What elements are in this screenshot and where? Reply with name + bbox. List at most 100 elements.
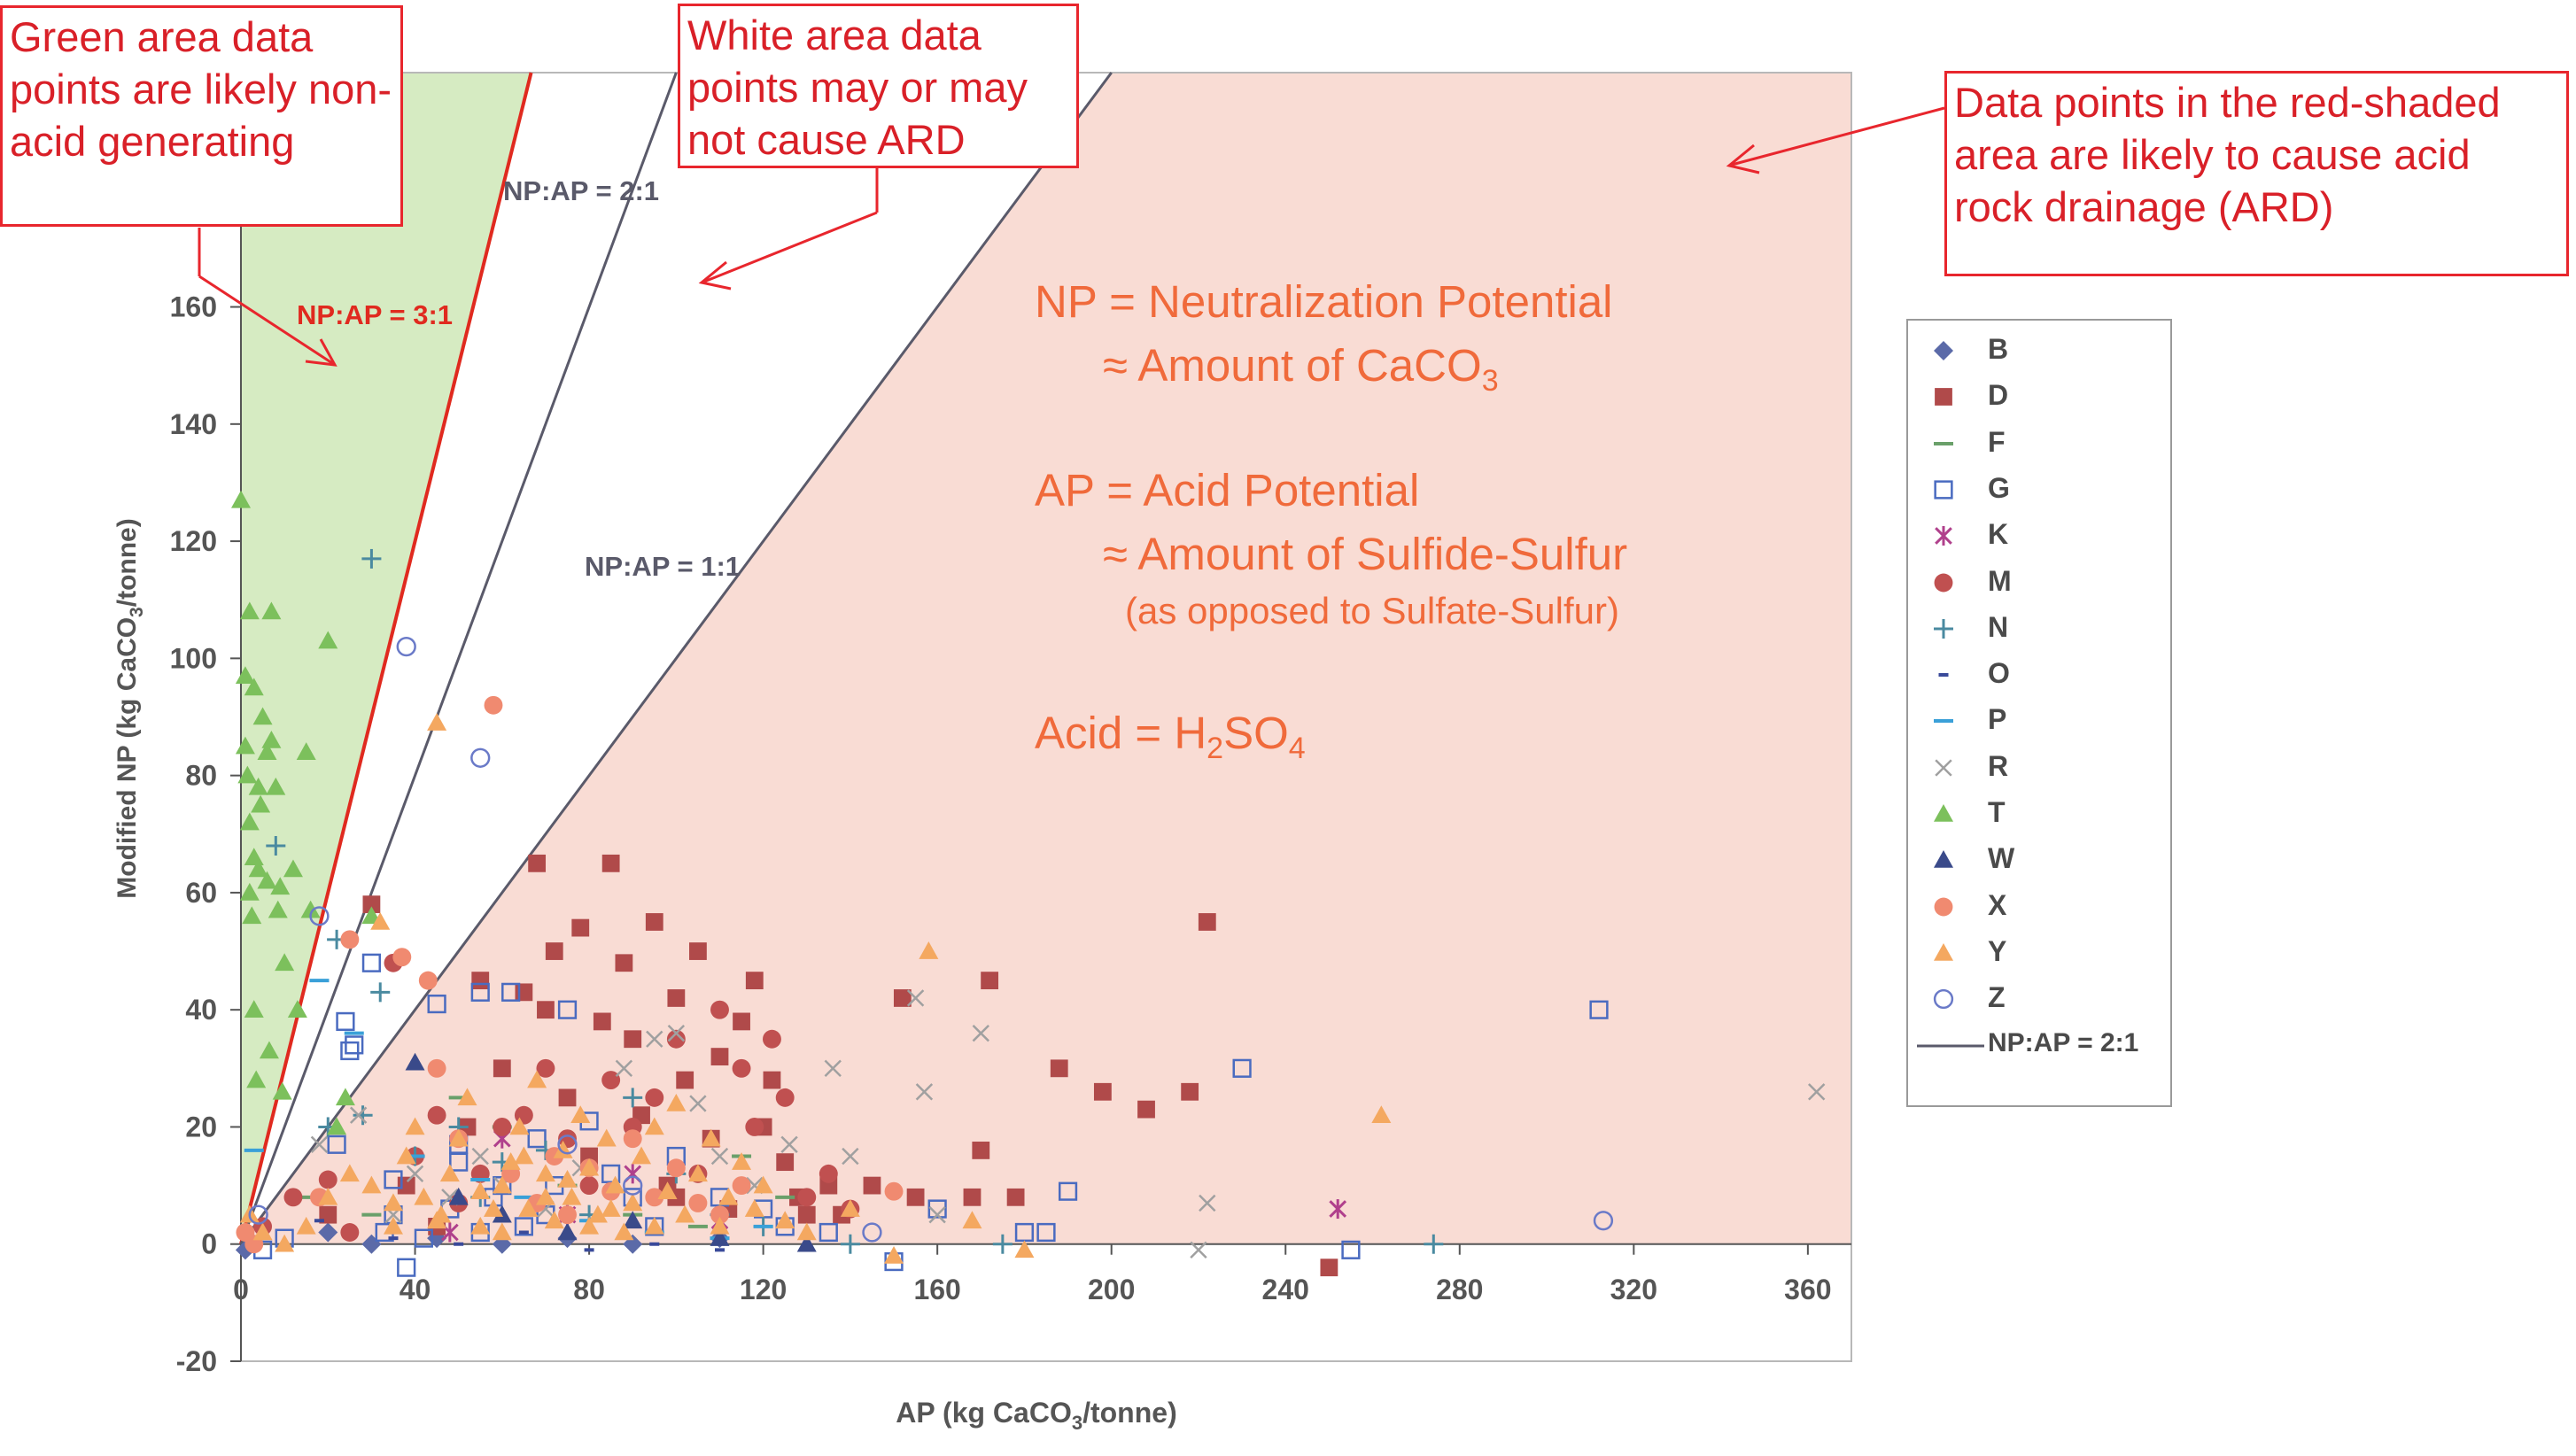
data-point-t: [275, 953, 295, 972]
np-definition: NP = Neutralization Potential: [1035, 276, 1613, 327]
data-point-t: [248, 859, 268, 878]
data-point-d: [571, 918, 590, 937]
legend-marker: [1934, 942, 1953, 961]
legend-item-y: Y: [1908, 930, 2170, 976]
data-point-y: [601, 1199, 621, 1217]
data-point-r: [1190, 1241, 1207, 1259]
np-approx-subscript: 3: [1481, 364, 1499, 399]
data-point-y: [470, 1181, 491, 1200]
legend-marker-icon: [1934, 719, 1953, 724]
data-point-m: [775, 1088, 795, 1107]
y-tick-label: -20: [176, 1345, 217, 1377]
data-point-r: [349, 1106, 368, 1124]
data-point-w: [448, 1187, 469, 1205]
legend-marker-icon: [1934, 341, 1953, 360]
data-point-d: [593, 1012, 611, 1031]
data-point-t: [283, 859, 303, 878]
legend-marker-icon: [1933, 989, 1954, 1010]
ratio-line-1: [239, 72, 533, 1245]
data-point-t: [239, 882, 260, 901]
data-point-d: [963, 1188, 982, 1206]
data-point-x: [340, 930, 360, 949]
data-point-y: [587, 1204, 608, 1223]
arrow-green-head: [305, 338, 338, 367]
data-point-x: [688, 1193, 708, 1212]
data-point-y: [884, 1245, 904, 1264]
acid-text-2: SO: [1223, 708, 1289, 758]
data-point-t: [239, 812, 260, 831]
data-point-y: [470, 1216, 491, 1235]
arrow-red: [1731, 106, 1945, 167]
legend-label: Y: [1988, 934, 2007, 967]
y-tick-label: 0: [201, 1228, 217, 1260]
data-point-y: [623, 1193, 643, 1212]
data-point-r: [842, 1147, 859, 1166]
data-point-n: [361, 548, 382, 569]
data-point-m: [797, 1188, 817, 1207]
data-point-y: [275, 1234, 295, 1252]
red-zone: [241, 73, 1851, 1244]
legend-label: G: [1988, 471, 2010, 504]
data-point-y: [492, 1222, 512, 1241]
y-tick-label: 140: [170, 408, 217, 440]
data-point-r: [471, 1147, 489, 1166]
data-point-y: [427, 713, 447, 731]
data-point-r: [310, 1135, 329, 1153]
data-point-w: [405, 1052, 425, 1071]
data-point-y: [439, 1164, 460, 1182]
x-tick-label: 320: [1610, 1274, 1657, 1305]
data-point-d: [471, 972, 490, 990]
data-point-n: [1424, 1234, 1444, 1254]
arrow-white-diag: [703, 211, 878, 283]
data-point-g: [345, 1035, 364, 1055]
legend-label: N: [1988, 610, 2009, 643]
data-point-t: [244, 1000, 264, 1018]
data-point-y: [666, 1094, 687, 1111]
data-point-d: [1050, 1059, 1068, 1078]
data-point-y: [796, 1222, 817, 1241]
data-point-y: [675, 1204, 695, 1223]
data-point-x: [558, 1205, 577, 1225]
legend-marker-icon: [1938, 673, 1949, 678]
data-point-t: [237, 765, 258, 784]
y-tick-label: 80: [185, 760, 217, 792]
legend: B D F G K M N O P R T W X Y Z NP:AP = 2:1: [1906, 319, 2172, 1107]
data-point-x: [484, 695, 503, 715]
data-point-d: [733, 1012, 750, 1031]
x-axis-label: AP (kg CaCO3/tonne): [896, 1397, 1176, 1434]
data-point-m: [579, 1176, 599, 1196]
data-point-d: [493, 1059, 511, 1078]
data-point-g: [527, 1129, 547, 1149]
data-point-d: [515, 983, 533, 1002]
data-point-m: [283, 1188, 303, 1207]
data-point-r: [646, 1030, 663, 1048]
data-point-y: [919, 941, 939, 959]
legend-marker: [1935, 759, 1952, 777]
data-point-d: [906, 1188, 925, 1206]
legend-item-t: T: [1908, 791, 2170, 837]
callout-green-area: Green area data points are likely non-ac…: [0, 5, 403, 227]
legend-marker: [1934, 480, 1953, 500]
data-point-y: [710, 1216, 730, 1235]
data-point-y: [383, 1193, 403, 1212]
legend-marker: [1934, 850, 1953, 869]
data-point-w: [796, 1234, 817, 1252]
data-point-y: [483, 1199, 503, 1217]
data-point-t: [248, 777, 268, 795]
np-approx: ≈ Amount of CaCO3: [1103, 338, 1499, 399]
data-point-m: [666, 1029, 686, 1049]
ratio-line-label: NP:AP = 1:1: [585, 551, 741, 582]
x-tick-label: 120: [740, 1274, 787, 1305]
data-point-x: [710, 1205, 729, 1225]
data-point-d: [689, 942, 707, 960]
data-point-y: [427, 1211, 447, 1229]
legend-marker-icon: [1935, 388, 1952, 407]
legend-label: P: [1988, 703, 2007, 736]
np-approx-text: ≈ Amount of CaCO: [1103, 340, 1482, 391]
data-point-m: [745, 1118, 764, 1136]
x-tick-label: 240: [1262, 1274, 1309, 1305]
x-tick-label: 160: [913, 1274, 960, 1305]
data-point-d: [1093, 1082, 1112, 1101]
data-point-r: [928, 1205, 946, 1224]
data-point-d: [558, 1088, 577, 1107]
